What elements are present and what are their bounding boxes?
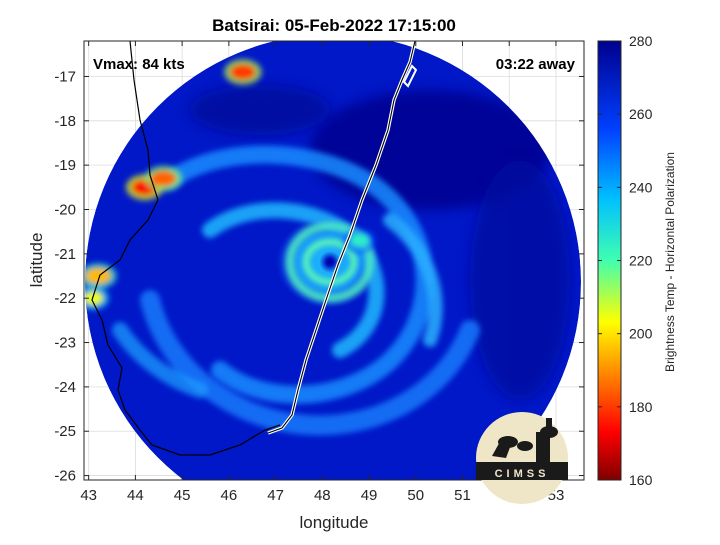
- cold-feature: [150, 170, 177, 187]
- y-tick-label: -20: [54, 202, 76, 219]
- coastline-west: [91, 41, 281, 456]
- colorbar-tick-label: 240: [629, 179, 653, 195]
- y-tick-label: -22: [54, 290, 76, 307]
- time-away-annotation: 03:22 away: [496, 56, 576, 73]
- colorbar-tick-label: 160: [629, 472, 653, 488]
- x-axis-label: longitude: [299, 513, 368, 532]
- colorbar-tick-label: 200: [629, 326, 653, 342]
- y-tick-label: -24: [54, 379, 76, 396]
- axes-frame: [83, 40, 585, 481]
- colorbar-tick-label: 180: [629, 399, 653, 415]
- x-tick-label: 49: [361, 487, 378, 504]
- x-tick-label: 46: [221, 487, 238, 504]
- y-tick-label: -21: [54, 246, 76, 263]
- x-tick-label: 51: [454, 487, 471, 504]
- island-sainte-marie: [402, 64, 418, 88]
- colorbar-ticks: 280 260 240 220 200 180 160: [598, 33, 653, 488]
- vmax-annotation: Vmax: 84 kts: [93, 56, 185, 73]
- y-axis-label: latitude: [27, 233, 46, 288]
- x-tick-label: 45: [174, 487, 191, 504]
- y-tick-label: -17: [54, 68, 76, 85]
- x-tick-label: 50: [407, 487, 424, 504]
- cold-feature: [229, 64, 256, 81]
- y-axis-ticks: -17 -18 -19 -20 -21 -22 -23 -24 -25 -26: [54, 68, 584, 485]
- cimss-logo: CIMSS: [476, 412, 568, 504]
- y-tick-label: -26: [54, 468, 76, 485]
- x-tick-label: 44: [127, 487, 144, 504]
- colorbar-label: Brightness Temp - Horizontal Polarizatio…: [663, 152, 677, 372]
- colorbar-tick-label: 220: [629, 253, 653, 269]
- cold-feature: [349, 233, 370, 248]
- x-tick-label: 47: [267, 487, 284, 504]
- cimss-logo-text: CIMSS: [495, 468, 550, 480]
- colorbar-tick-label: 260: [629, 106, 653, 122]
- x-tick-label: 48: [314, 487, 331, 504]
- colorbar-tick-label: 280: [629, 33, 653, 49]
- cold-feature: [85, 291, 104, 306]
- y-tick-label: -18: [54, 113, 76, 130]
- y-tick-label: -23: [54, 335, 76, 352]
- y-tick-label: -25: [54, 423, 76, 440]
- chart-title: Batsirai: 05-Feb-2022 17:15:00: [212, 16, 456, 35]
- x-tick-label: 43: [80, 487, 97, 504]
- y-tick-label: -19: [54, 157, 76, 174]
- coastlines: [91, 41, 418, 456]
- coastline-east: [267, 41, 416, 434]
